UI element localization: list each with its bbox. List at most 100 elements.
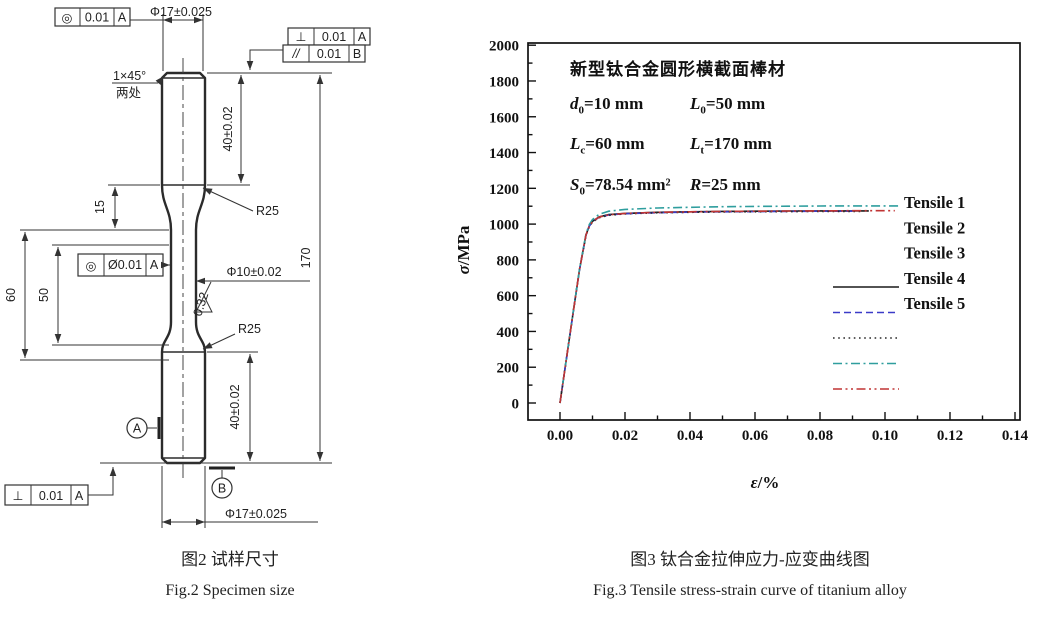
roughness-value: 0.32	[191, 290, 212, 318]
series-line-tensile-1	[559, 210, 869, 404]
chart-annotation: 新型钛合金圆形横截面棒材 d0=10 mm L0=50 mm Lc=60 mm …	[570, 55, 810, 208]
x-axis-label: ε/%	[751, 473, 780, 492]
dim-shoulder: 15	[93, 200, 107, 214]
gdt-tolerance: 0.01	[317, 47, 341, 61]
x-tick-label: 0.12	[937, 428, 963, 444]
gdt-datum: A	[150, 258, 159, 272]
datum-target-b: B	[209, 466, 235, 499]
dim-parallel-length: 60	[4, 288, 18, 302]
gdt-leader	[246, 49, 283, 70]
gdt-frame-perpendicularity-top: ⊥ 0.01 A	[287, 27, 371, 46]
leader	[155, 75, 165, 85]
series-line-tensile-4	[559, 205, 902, 404]
dim-upper-grip: 40±0.02	[221, 106, 235, 151]
series-line-tensile-2	[559, 210, 853, 404]
specimen-drawing-svg: Φ17±0.025 ◎ 0.01 A ⊥ 0.01 A	[4, 5, 371, 528]
gdt-tolerance: Ø0.01	[108, 258, 142, 272]
gdt-tolerance: 0.01	[322, 30, 346, 44]
chart-legend: Tensile 1 Tensile 2 Tensile 3 Tensile 4 Tens…	[833, 193, 965, 390]
legend-label: Tensile 5	[904, 294, 965, 313]
gdt-leader	[88, 467, 117, 496]
y-axis-label: σ/MPa	[455, 225, 473, 274]
dim-top-diameter: Φ17±0.025	[150, 5, 212, 19]
param-L0: L0=50 mm	[690, 94, 766, 117]
figure-3-caption-zh: 图3 钛合金拉伸应力-应变曲线图	[630, 550, 870, 569]
y-axis-ticks: 0 200 400 600 800 1000 1200 1400 1600 1800 2000	[489, 39, 536, 413]
datum-target-a: A	[126, 417, 161, 439]
gdt-datum: A	[118, 11, 127, 25]
gdt-symbol: //	[292, 47, 301, 61]
y-tick-label: 0	[512, 397, 520, 413]
datum-b-label: B	[218, 482, 226, 496]
figure-2-caption-zh: 图2 试样尺寸	[181, 550, 279, 569]
annotation-row: Lc=60 mm Lt=170 mm	[570, 127, 810, 167]
dim-gauge-length: 50	[37, 288, 51, 302]
annotation-row: d0=10 mm L0=50 mm	[570, 87, 810, 127]
y-tick-label: 400	[497, 325, 520, 341]
gdt-tolerance: 0.01	[39, 489, 63, 503]
gdt-frame-parallelism: // 0.01 B	[282, 44, 366, 63]
y-tick-label: 1000	[489, 218, 519, 234]
gdt-symbol: ◎	[62, 11, 73, 25]
y-tick-label: 1800	[489, 74, 519, 90]
chamfer-label: 1×45°	[113, 69, 146, 83]
leader	[202, 187, 254, 212]
figure-2-specimen-drawing: Φ17±0.025 ◎ 0.01 A ⊥ 0.01 A	[0, 0, 460, 623]
gdt-frame-concentricity-middle: ◎ Ø0.01 A	[77, 253, 164, 277]
gdt-frame-concentricity-top: ◎ 0.01 A	[54, 7, 131, 27]
gdt-datum: B	[353, 47, 361, 61]
legend-label: Tensile 4	[904, 269, 965, 288]
dim-gauge-diameter: Φ10±0.02	[226, 265, 281, 279]
chamfer-note-label: 两处	[116, 86, 142, 100]
y-tick-label: 1200	[489, 182, 519, 198]
surface-roughness-symbol: 0.32	[191, 281, 213, 318]
x-axis-ticks: 0.00 0.02 0.04 0.06 0.08 0.10 0.12 0.14	[547, 412, 1029, 444]
gdt-tolerance: 0.01	[85, 11, 109, 25]
param-Lt: Lt=170 mm	[690, 134, 772, 157]
gdt-datum: A	[358, 30, 367, 44]
x-tick-label: 0.14	[1002, 428, 1029, 444]
annotation-title: 新型钛合金圆形横截面棒材	[570, 60, 786, 79]
param-Lc: Lc=60 mm	[570, 134, 645, 157]
figure-3-stress-strain-chart: 0 200 400 600 800 1000 1200 1400 1600 1800 2000 0.…	[455, 0, 1045, 623]
x-tick-label: 0.10	[872, 428, 898, 444]
legend-label: Tensile 3	[904, 244, 965, 263]
param-d0: d0=10 mm	[570, 94, 644, 117]
dim-total-length: 170	[299, 248, 313, 269]
fillet-radius-upper: R25	[256, 204, 279, 218]
x-tick-label: 0.02	[612, 428, 638, 444]
y-tick-label: 1600	[489, 110, 519, 126]
series-line-tensile-3	[559, 210, 863, 404]
leader	[202, 333, 236, 350]
param-R: R=25 mm	[690, 174, 761, 194]
dim-bottom-diameter: Φ17±0.025	[225, 507, 287, 521]
series-line-tensile-5	[559, 209, 895, 404]
legend-label: Tensile 2	[904, 218, 965, 237]
param-S0: S0=78.54 mm²	[570, 174, 671, 198]
plot-frame	[527, 42, 1021, 421]
gdt-frame-perpendicularity-bottom: ⊥ 0.01 A	[4, 484, 89, 506]
x-tick-label: 0.04	[677, 428, 704, 444]
chart-svg: 0 200 400 600 800 1000 1200 1400 1600 1800 2000 0.…	[455, 39, 1029, 492]
fillet-radius-lower: R25	[238, 322, 261, 336]
gdt-datum: A	[75, 489, 84, 503]
y-tick-label: 1400	[489, 146, 519, 162]
gdt-symbol: ⊥	[296, 30, 307, 44]
y-tick-label: 800	[497, 253, 520, 269]
legend-label: Tensile 1	[904, 193, 965, 212]
x-tick-label: 0.00	[547, 428, 573, 444]
figure-2-caption-en: Fig.2 Specimen size	[165, 582, 295, 599]
datum-a-label: A	[133, 422, 142, 436]
gdt-symbol: ◎	[86, 259, 97, 273]
y-tick-label: 2000	[489, 39, 519, 55]
gdt-symbol: ⊥	[13, 489, 24, 503]
x-tick-label: 0.08	[807, 428, 833, 444]
y-tick-label: 200	[497, 361, 520, 377]
annotation-row: S0=78.54 mm² R=25 mm	[570, 168, 810, 208]
x-tick-label: 0.06	[742, 428, 769, 444]
y-tick-label: 600	[497, 289, 520, 305]
dim-lower-grip: 40±0.02	[228, 384, 242, 429]
data-series	[559, 205, 902, 404]
figure-3-caption-en: Fig.3 Tensile stress-strain curve of tit…	[593, 582, 907, 599]
